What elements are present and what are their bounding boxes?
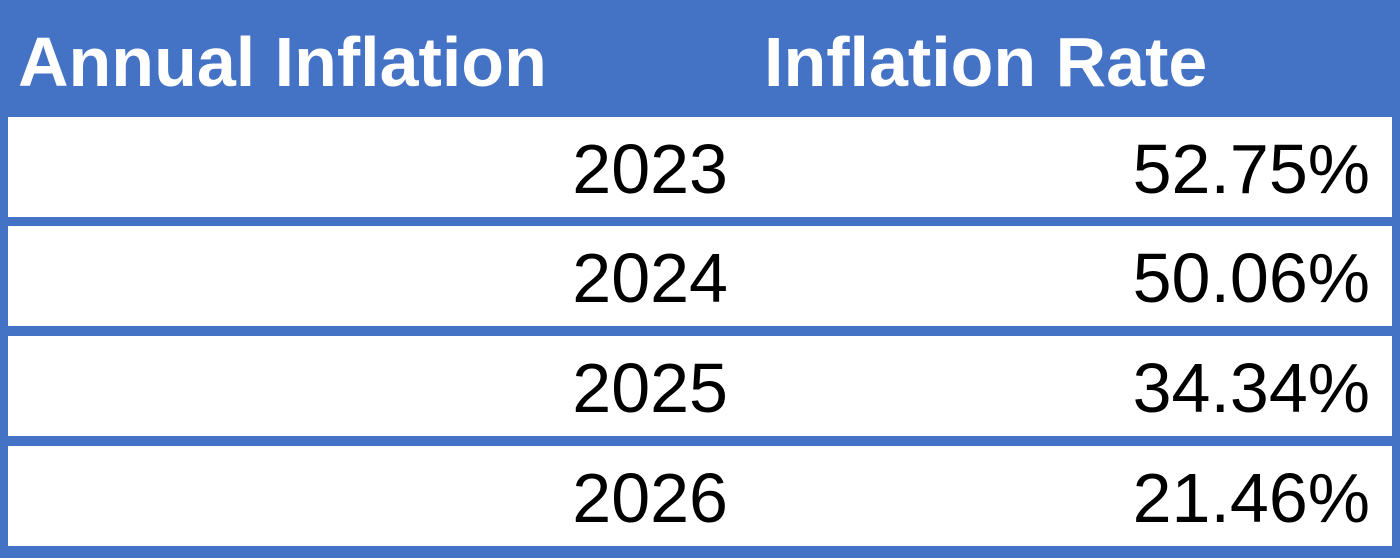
- table-row-2023: 2023 52.75%: [8, 117, 1392, 217]
- table-row-2026: 2026 21.46%: [8, 446, 1392, 546]
- column-header-annual-inflation: Annual Inflation: [18, 23, 547, 101]
- year-cell: 2024: [572, 239, 728, 317]
- table-row-2024: 2024 50.06%: [8, 226, 1392, 326]
- column-header-inflation-rate: Inflation Rate: [764, 23, 1208, 101]
- rate-cell: 34.34%: [1132, 349, 1370, 427]
- table-header-row: Annual Inflation Inflation Rate: [0, 0, 1400, 117]
- year-cell: 2023: [572, 130, 728, 208]
- year-cell: 2026: [572, 459, 728, 537]
- year-cell: 2025: [572, 349, 728, 427]
- rate-cell: 21.46%: [1132, 459, 1370, 537]
- rate-cell: 50.06%: [1132, 239, 1370, 317]
- rate-cell: 52.75%: [1132, 130, 1370, 208]
- table-row-2025: 2025 34.34%: [8, 336, 1392, 436]
